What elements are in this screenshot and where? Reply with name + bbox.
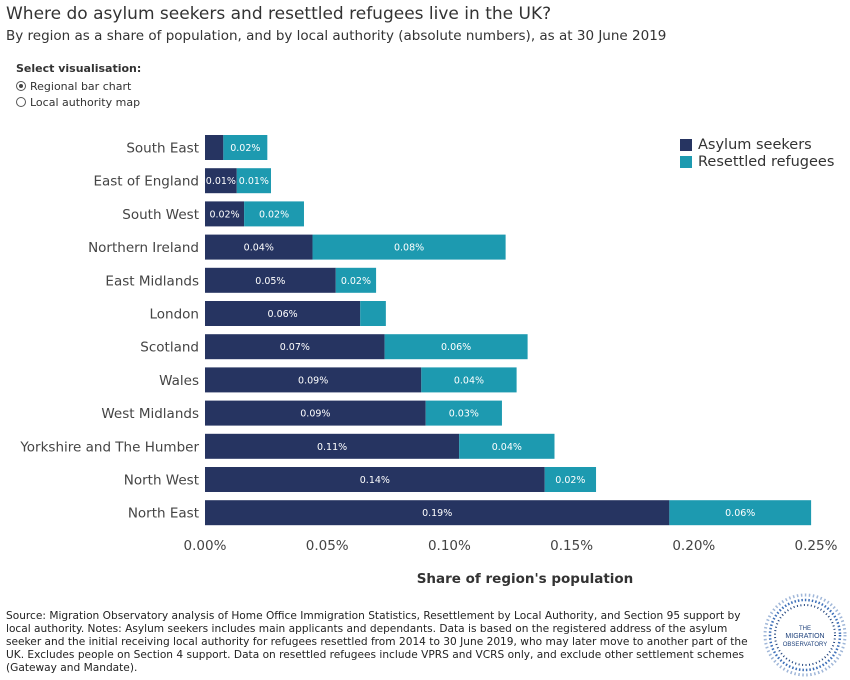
bar-asylum-seekers-scotland [205,334,385,360]
legend-label: Asylum seekers [698,136,812,153]
data-label: 0.04% [454,375,484,386]
legend: Asylum seekers Resettled refugees [680,136,834,170]
x-tick-label: 0.25% [795,538,838,554]
radio-local-authority-map[interactable] [16,97,26,107]
data-label: 0.02% [341,276,371,287]
bar-resettled-refugees-south-west [244,201,304,227]
option-regional-bar-chart[interactable]: Regional bar chart [16,78,141,94]
category-label: East Midlands [105,273,199,289]
data-label: 0.07% [280,342,310,353]
bar-resettled-refugees-east-of-england [236,168,271,194]
data-label: 0.04% [492,442,522,453]
category-label: London [150,307,200,323]
bar-asylum-seekers-east-midlands [205,267,336,293]
bar-asylum-seekers-south-west [205,201,245,227]
category-label: West Midlands [101,406,199,422]
data-label: 0.01% [206,176,236,187]
x-tick-label: 0.10% [428,538,471,554]
x-tick-label: 0.05% [306,538,349,554]
data-label: 0.11% [317,442,347,453]
legend-item-asylum-seekers[interactable]: Asylum seekers [680,136,834,153]
bar-asylum-seekers-south-east [205,135,224,160]
radio-regional-bar-chart[interactable] [16,81,26,91]
category-label: North East [128,506,199,522]
bar-resettled-refugees-yorkshire-and-the-humber [459,433,555,459]
data-label: 0.08% [394,243,424,254]
data-label: 0.04% [244,243,274,254]
bar-asylum-seekers-west-midlands [205,400,426,426]
logo-line: MIGRATION [785,633,824,640]
bar-resettled-refugees-west-midlands [425,400,502,426]
category-label: Wales [159,373,199,389]
data-label: 0.02% [230,143,260,154]
logo-line: OBSERVATORY [783,642,827,648]
legend-item-resettled-refugees[interactable]: Resettled refugees [680,153,834,170]
data-label: 0.06% [268,309,298,320]
chart-title: Where do asylum seekers and resettled re… [6,4,552,24]
option-label: Regional bar chart [30,79,132,93]
data-label: 0.02% [555,475,585,486]
source-notes: Source: Migration Observatory analysis o… [6,610,748,674]
x-tick-label: 0.20% [672,538,715,554]
chart-subtitle: By region as a share of population, and … [6,28,667,44]
legend-swatch [680,138,692,151]
bar-asylum-seekers-yorkshire-and-the-humber [205,433,460,459]
category-label: South East [126,141,199,157]
bar-asylum-seekers-north-west [205,467,545,492]
data-label: 0.19% [422,508,452,519]
x-tick-label: 0.15% [550,538,593,554]
visualisation-selector: Select visualisation: Regional bar chart… [16,62,141,110]
category-label: East of England [93,174,199,190]
bar-resettled-refugees-north-west [544,467,597,492]
data-label: 0.09% [300,409,330,420]
category-label: Yorkshire and The Humber [19,439,199,455]
migration-observatory-logo: THE MIGRATION OBSERVATORY [763,593,847,677]
bar-asylum-seekers-east-of-england [205,168,237,194]
bar-asylum-seekers-london [205,301,361,326]
bar-resettled-refugees-wales [421,367,517,393]
option-local-authority-map[interactable]: Local authority map [16,94,141,110]
data-label: 0.14% [360,475,390,486]
bar-asylum-seekers-northern-ireland [205,234,313,260]
data-label: 0.09% [298,375,328,386]
logo-line: THE [799,626,811,632]
data-label: 0.06% [725,508,755,519]
data-label: 0.05% [255,276,285,287]
logo-dots [763,593,847,677]
data-label: 0.02% [259,209,289,220]
data-label: 0.06% [441,342,471,353]
bar-resettled-refugees-north-east [669,500,812,526]
x-tick-label: 0.00% [184,538,227,554]
bar-asylum-seekers-wales [205,367,422,393]
bar-resettled-refugees-london [360,301,386,326]
x-axis-label: Share of region's population [417,571,634,587]
data-label: 0.01% [239,176,269,187]
bar-chart: South East 0.02% East of England 0.01% 0.01%… [19,135,838,587]
bar-asylum-seekers-north-east [205,500,670,526]
selector-heading: Select visualisation: [16,62,142,75]
data-label: 0.03% [449,409,479,420]
category-label: South West [122,207,199,223]
category-label: Scotland [140,340,199,356]
category-label: Northern Ireland [88,240,199,256]
category-label: North West [124,473,199,489]
legend-label: Resettled refugees [698,153,835,170]
data-label: 0.02% [209,209,239,220]
bar-resettled-refugees-scotland [384,334,528,360]
bar-resettled-refugees-east-midlands [335,267,377,293]
option-label: Local authority map [30,95,141,109]
bar-resettled-refugees-northern-ireland [312,234,506,260]
bar-resettled-refugees-south-east [223,135,268,160]
legend-swatch [680,155,692,168]
